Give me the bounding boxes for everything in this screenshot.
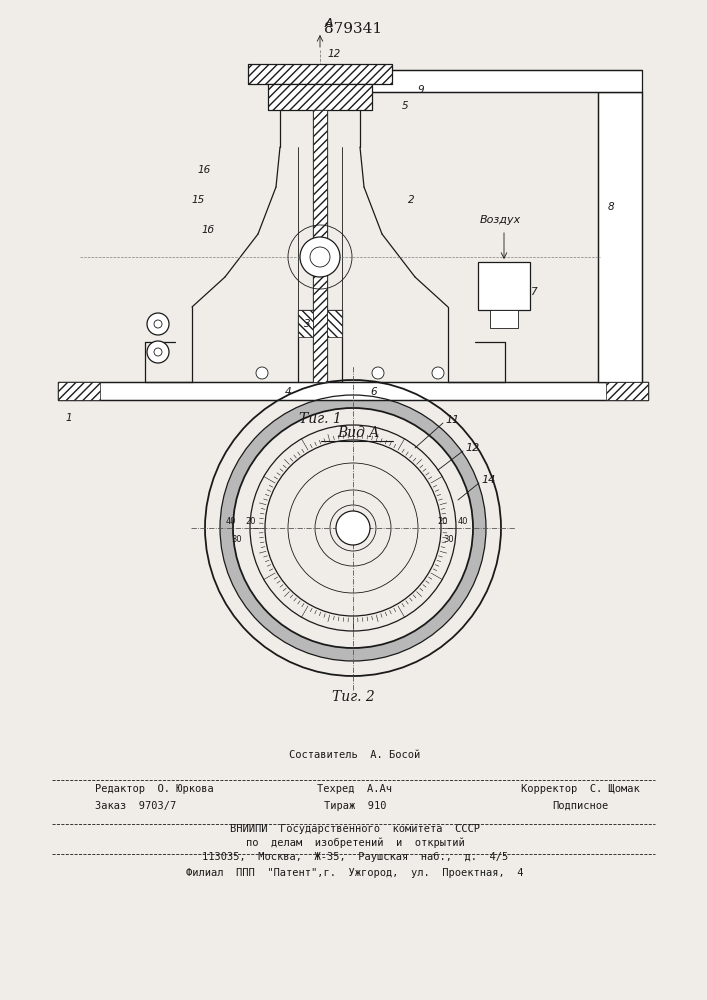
Text: Тираж  910: Тираж 910	[324, 801, 386, 811]
Circle shape	[147, 313, 169, 335]
Circle shape	[300, 237, 340, 277]
Circle shape	[372, 367, 384, 379]
Bar	[268, 84, 372, 110]
Text: 13: 13	[328, 82, 341, 92]
Bar	[606, 382, 648, 400]
Text: 113035,  Москва,  Ж-35,  Раушская  наб.,  д.  4/5: 113035, Москва, Ж-35, Раушская наб., д. …	[202, 852, 508, 862]
Text: 4: 4	[285, 387, 291, 397]
Bar	[268, 84, 372, 110]
Circle shape	[147, 341, 169, 363]
Bar	[58, 382, 100, 400]
Text: Корректор  С. Щомак: Корректор С. Щомак	[520, 784, 639, 794]
Text: 20: 20	[438, 516, 448, 526]
Text: Τиг. 2: Τиг. 2	[332, 690, 375, 704]
Text: 40: 40	[226, 516, 236, 526]
Text: 12: 12	[465, 443, 479, 453]
Bar	[248, 64, 392, 84]
Bar	[490, 310, 518, 328]
Bar	[313, 110, 327, 382]
Circle shape	[432, 367, 444, 379]
Text: 11: 11	[445, 415, 460, 425]
Text: Подписное: Подписное	[552, 801, 608, 811]
Bar	[598, 92, 642, 382]
Text: 1: 1	[66, 413, 73, 423]
Text: 5: 5	[402, 101, 409, 111]
Text: 30: 30	[444, 536, 455, 544]
Circle shape	[154, 348, 162, 356]
Text: Воздух: Воздух	[480, 215, 521, 225]
Text: Τиг. 1: Τиг. 1	[298, 412, 341, 426]
Text: 879341: 879341	[324, 22, 382, 36]
Text: Филиал  ППП  "Патент",г.  Ужгород,  ул.  Проектная,  4: Филиал ППП "Патент",г. Ужгород, ул. Прое…	[186, 868, 524, 878]
Text: по  делам  изобретений  и  открытий: по делам изобретений и открытий	[245, 838, 464, 848]
Text: 7: 7	[530, 287, 537, 297]
Text: 40: 40	[457, 516, 468, 526]
Text: Составитель  А. Босой: Составитель А. Босой	[289, 750, 421, 760]
Circle shape	[154, 320, 162, 328]
Bar	[478, 262, 530, 310]
Text: 16: 16	[198, 165, 211, 175]
Polygon shape	[220, 395, 486, 661]
Text: A: A	[325, 17, 334, 30]
Text: Вид A: Вид A	[337, 426, 379, 440]
Bar	[298, 310, 342, 337]
Text: 10: 10	[328, 65, 341, 75]
Text: 2: 2	[408, 195, 414, 205]
Bar	[310, 70, 642, 92]
Text: Техред  А.Ач: Техред А.Ач	[317, 784, 392, 794]
Circle shape	[336, 511, 370, 545]
Text: 15: 15	[192, 195, 205, 205]
Text: 12: 12	[328, 49, 341, 59]
Circle shape	[256, 367, 268, 379]
Bar	[248, 64, 392, 84]
Text: 3: 3	[304, 319, 310, 329]
Text: ВНИИПИ  Государственного  комитета  СССР: ВНИИПИ Государственного комитета СССР	[230, 824, 480, 834]
Text: Заказ  9703/7: Заказ 9703/7	[95, 801, 176, 811]
Text: Редактор  О. Юркова: Редактор О. Юркова	[95, 784, 214, 794]
Text: 1б: 1б	[202, 225, 215, 235]
Bar	[58, 382, 648, 400]
Text: 20: 20	[246, 516, 256, 526]
Bar	[313, 110, 327, 382]
Text: 9: 9	[418, 85, 425, 95]
Text: 30: 30	[232, 536, 243, 544]
Text: 8: 8	[608, 202, 614, 212]
Text: 6: 6	[370, 387, 377, 397]
Text: 14: 14	[481, 475, 495, 485]
